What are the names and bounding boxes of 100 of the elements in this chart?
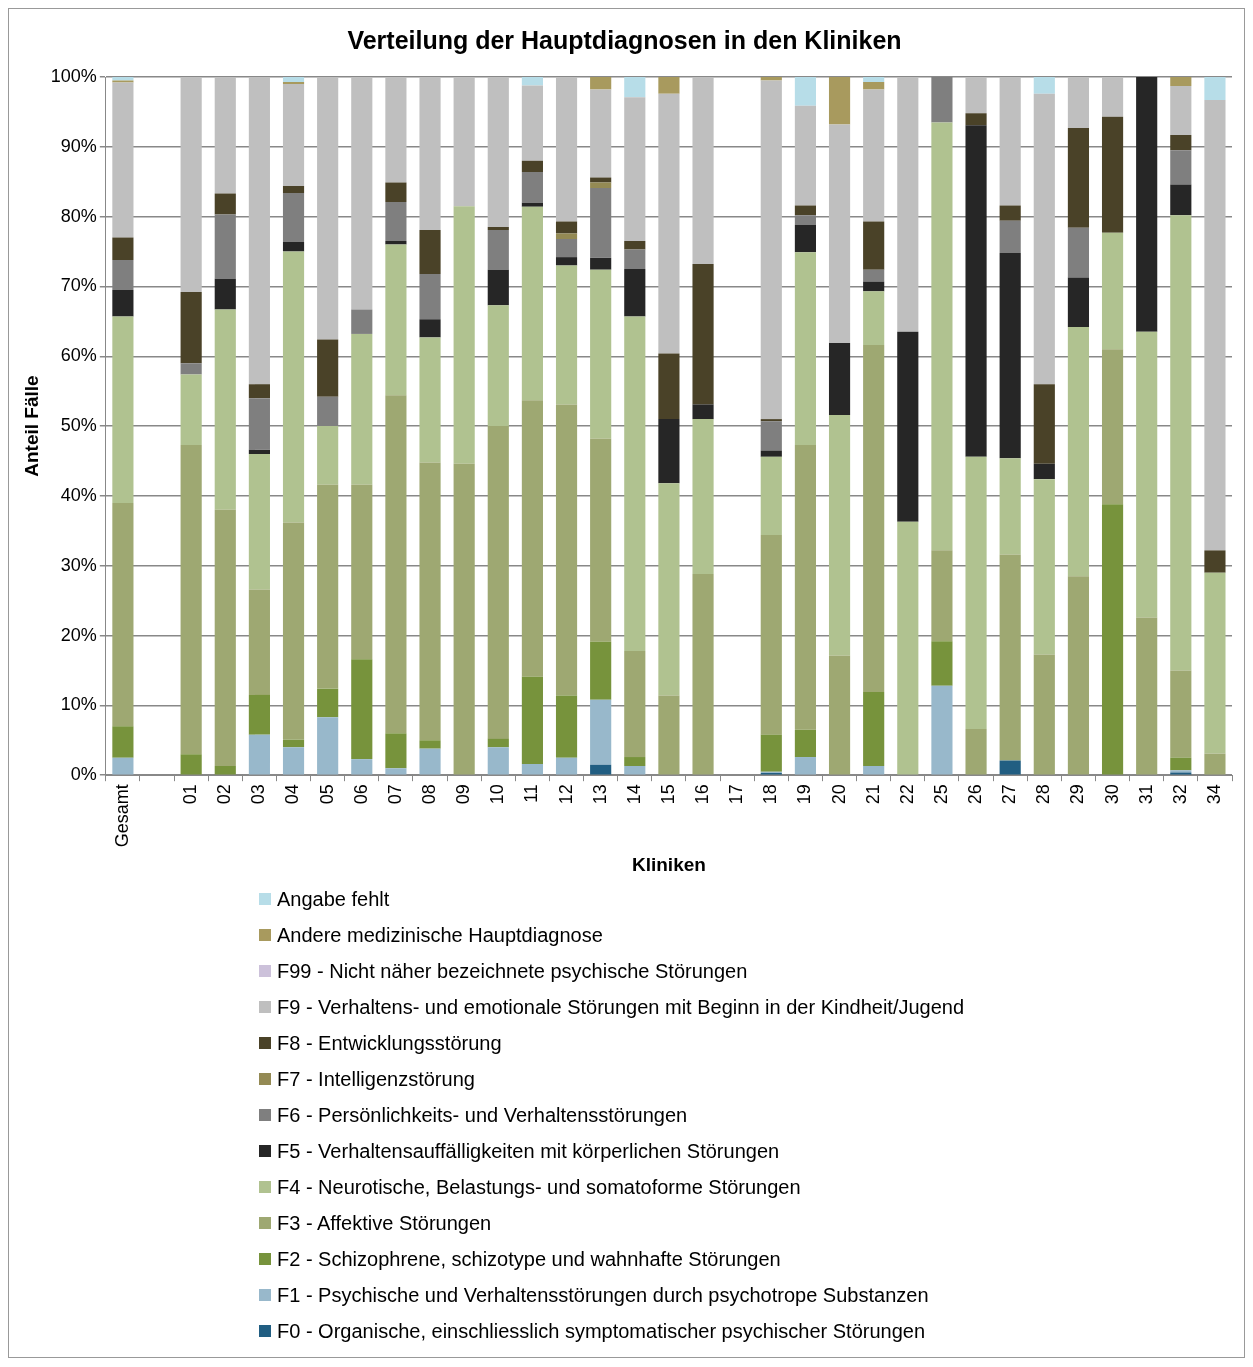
x-tick-label: 10 [487, 784, 508, 805]
bar [658, 353, 680, 420]
bar [248, 734, 270, 775]
bar [317, 77, 339, 340]
bar [760, 456, 782, 536]
bar [317, 426, 339, 485]
bar [1033, 93, 1055, 385]
bar [351, 309, 373, 334]
bar [863, 345, 885, 693]
bar [1170, 184, 1192, 216]
bar [590, 269, 612, 439]
legend-label: F1 - Psychische und Verhaltensstörungen durch psychotrope Substanzen [277, 1283, 929, 1307]
bar [1101, 349, 1124, 505]
bar [658, 695, 680, 775]
bar [521, 676, 543, 765]
bar [351, 759, 373, 775]
bar [317, 688, 339, 718]
x-tick-label: 19 [794, 784, 815, 805]
bar [351, 333, 373, 485]
bar [555, 265, 578, 405]
bar [180, 754, 202, 775]
bar [658, 77, 680, 94]
bar [590, 641, 612, 700]
bar [999, 205, 1021, 221]
y-tick-label: 70% [60, 275, 97, 296]
bar [590, 438, 612, 642]
bar [624, 316, 646, 651]
bar [112, 237, 134, 260]
bar [794, 77, 816, 106]
bar [555, 404, 578, 696]
bar [487, 738, 509, 748]
bar [794, 757, 816, 775]
bar [760, 80, 782, 420]
bar [760, 450, 782, 457]
bar [521, 171, 543, 203]
bar [931, 685, 953, 775]
bar [794, 252, 816, 445]
bar [487, 305, 509, 427]
bar [828, 655, 851, 775]
bar [521, 77, 543, 86]
legend-label: F9 - Verhaltens- und emotionale Störungen mit Beginn in der Kindheit/Jugend [277, 995, 965, 1019]
bar [692, 264, 714, 405]
bar [794, 729, 816, 758]
bar [658, 419, 680, 484]
x-tick-label: 05 [316, 784, 337, 805]
bar [1101, 232, 1124, 350]
bar [282, 739, 305, 748]
bar [999, 77, 1021, 206]
bar [1204, 100, 1226, 551]
bar [863, 89, 885, 222]
bar [1136, 331, 1158, 618]
bar [487, 747, 509, 775]
bar [931, 550, 953, 642]
bar [1170, 215, 1192, 671]
bar [1170, 150, 1192, 185]
bar [248, 454, 270, 590]
bar [487, 227, 509, 230]
bar [1204, 753, 1226, 775]
bar [1136, 77, 1158, 332]
bar [351, 77, 373, 310]
bar [385, 768, 407, 775]
bar [351, 484, 373, 660]
x-tick-label: 26 [965, 784, 986, 805]
bar [112, 289, 134, 317]
bar [487, 426, 509, 739]
bar [214, 309, 236, 510]
bar [590, 257, 612, 270]
bar [999, 458, 1021, 555]
bar [624, 650, 646, 758]
bar [760, 535, 782, 735]
bar [521, 206, 543, 401]
bar [965, 456, 987, 730]
bar [1170, 86, 1192, 135]
bar [419, 740, 441, 749]
bar [1204, 77, 1226, 101]
bar [385, 733, 407, 769]
legend-label: F3 - Affektive Störungen [277, 1211, 492, 1235]
bar [1033, 463, 1055, 480]
x-tick-label: 25 [930, 784, 951, 805]
bar [1033, 479, 1055, 655]
bar [282, 241, 305, 252]
y-tick-label: 0% [70, 764, 97, 785]
bar [897, 521, 919, 775]
bar [555, 221, 578, 234]
bar [1033, 654, 1055, 775]
x-tick-label: 27 [999, 784, 1020, 805]
bar [590, 699, 612, 765]
bar [590, 77, 612, 90]
bar [248, 77, 270, 385]
bar [282, 251, 305, 523]
x-tick-label: 12 [555, 784, 576, 805]
bar [214, 77, 236, 194]
bar [828, 124, 851, 344]
x-tick-label: 20 [828, 784, 849, 805]
bar [1067, 326, 1090, 577]
bar [282, 77, 305, 82]
legend-label: F0 - Organische, einschliesslich symptomatischer psychischer Störungen [277, 1319, 926, 1343]
bar [863, 221, 885, 270]
bar [1204, 550, 1226, 573]
x-tick-label: 16 [692, 784, 713, 805]
